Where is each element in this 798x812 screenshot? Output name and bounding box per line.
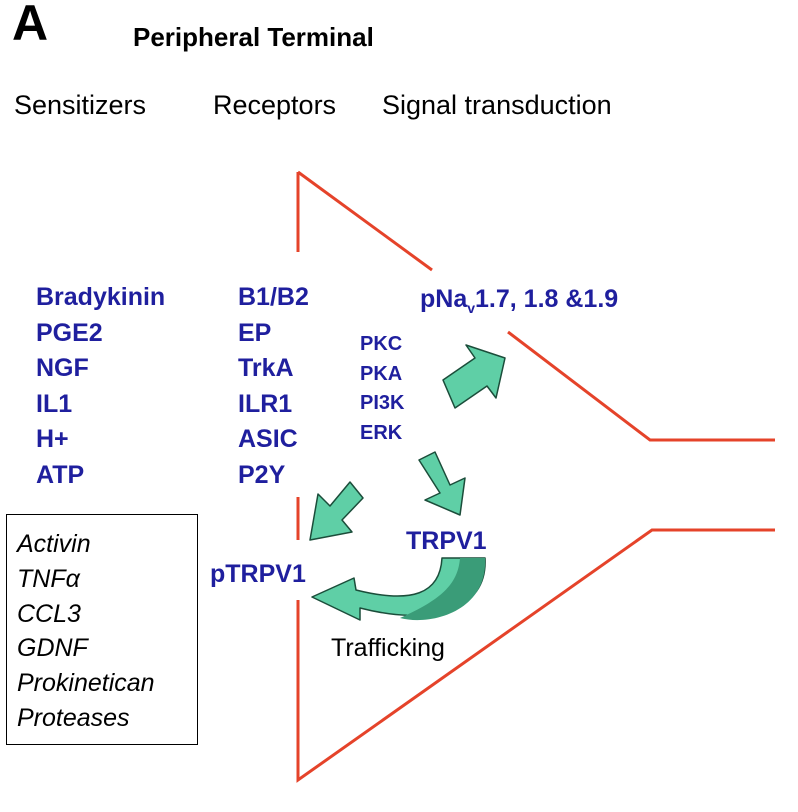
kinase-item: PKA [360,362,403,385]
receptor-item: ILR1 [238,389,293,418]
header-signal-transduction: Signal transduction [382,90,612,120]
panel-title: Peripheral Terminal [133,22,374,52]
nav-suffix: 1.7, 1.8 &1.9 [475,285,619,313]
sensitizer-item: NGF [36,354,89,383]
header-sensitizers: Sensitizers [14,90,147,120]
trafficking-arrow-shade [400,558,486,621]
arrow-to-trpv1 [418,451,466,516]
receptor-list: B1/B2 EP TrkA ILR1 ASIC P2Y [238,280,309,494]
other-sensitizer-item: Prokinetican [17,669,155,698]
nav-channel-label: pNav1.7, 1.8 &1.9 [420,285,618,316]
sensitizer-item: Bradykinin [36,283,166,311]
other-sensitizer-item: TNFα [17,564,80,593]
header-receptors: Receptors [213,90,337,120]
receptor-item: P2Y [238,460,286,489]
membrane-lower [296,528,775,783]
membrane-axon-top [507,330,775,442]
kinase-list: PKC PKA PI3K ERK [360,330,404,448]
sensitizer-item: ATP [36,460,85,489]
kinase-item: ERK [360,421,403,444]
sensitizer-item: IL1 [36,389,73,418]
receptor-item: ASIC [238,425,298,454]
panel-letter: A [12,0,49,51]
arrow-to-ptrpv1 [309,481,364,541]
nav-subscript: v [467,300,476,316]
other-sensitizer-item: Activin [17,530,91,558]
other-sensitizers-list: Activin TNFα CCL3 GDNF Prokinetican Prot… [17,527,155,736]
other-sensitizer-item: GDNF [17,634,88,663]
sensitizer-list: Bradykinin PGE2 NGF IL1 H+ ATP [36,280,165,494]
nav-prefix: pNa [420,285,468,313]
arrow-to-nav [442,344,506,409]
receptor-item: EP [238,318,272,347]
trafficking-label: Trafficking [331,634,445,662]
membrane-upper-diagonal [297,170,433,272]
other-sensitizer-item: CCL3 [17,599,81,628]
other-sensitizer-item: Proteases [17,703,130,732]
kinase-item: PKC [360,333,403,355]
kinase-item: PI3K [360,392,405,414]
receptor-item: TrkA [238,354,294,383]
ptrpv1-label: pTRPV1 [210,560,306,588]
other-sensitizers-box [6,514,198,745]
receptor-item: B1/B2 [238,283,309,311]
sensitizer-item: PGE2 [36,318,103,347]
sensitizer-item: H+ [36,425,69,454]
trpv1-label: TRPV1 [406,527,487,555]
